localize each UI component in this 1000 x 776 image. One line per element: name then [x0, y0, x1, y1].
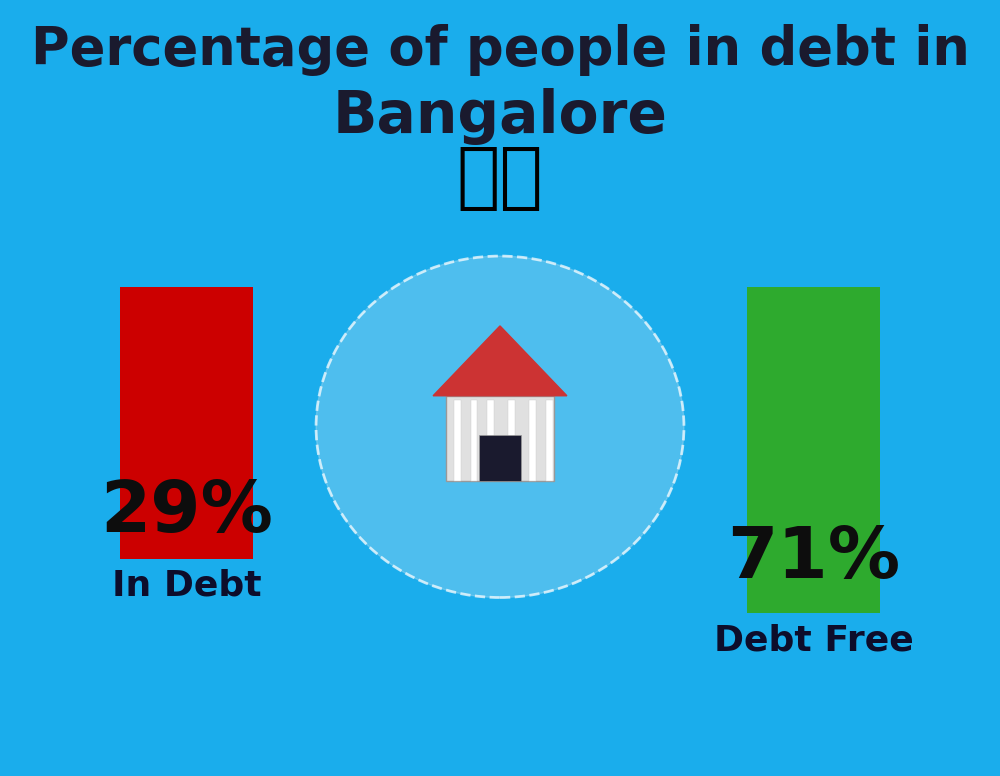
FancyBboxPatch shape [546, 400, 553, 481]
FancyBboxPatch shape [479, 435, 521, 481]
Text: In Debt: In Debt [112, 569, 261, 603]
Text: Debt Free: Debt Free [714, 623, 913, 657]
FancyBboxPatch shape [529, 400, 536, 481]
FancyBboxPatch shape [747, 287, 880, 613]
FancyBboxPatch shape [446, 396, 554, 481]
Text: 71%: 71% [727, 525, 900, 593]
FancyBboxPatch shape [508, 400, 515, 481]
Circle shape [316, 256, 684, 598]
Text: Percentage of people in debt in: Percentage of people in debt in [31, 24, 969, 77]
Text: Bangalore: Bangalore [333, 88, 668, 145]
FancyBboxPatch shape [471, 400, 477, 481]
FancyBboxPatch shape [120, 287, 253, 559]
Polygon shape [433, 326, 567, 396]
Text: 🇮🇳: 🇮🇳 [457, 144, 543, 213]
FancyBboxPatch shape [487, 400, 494, 481]
FancyBboxPatch shape [454, 400, 461, 481]
Text: 29%: 29% [100, 478, 273, 546]
